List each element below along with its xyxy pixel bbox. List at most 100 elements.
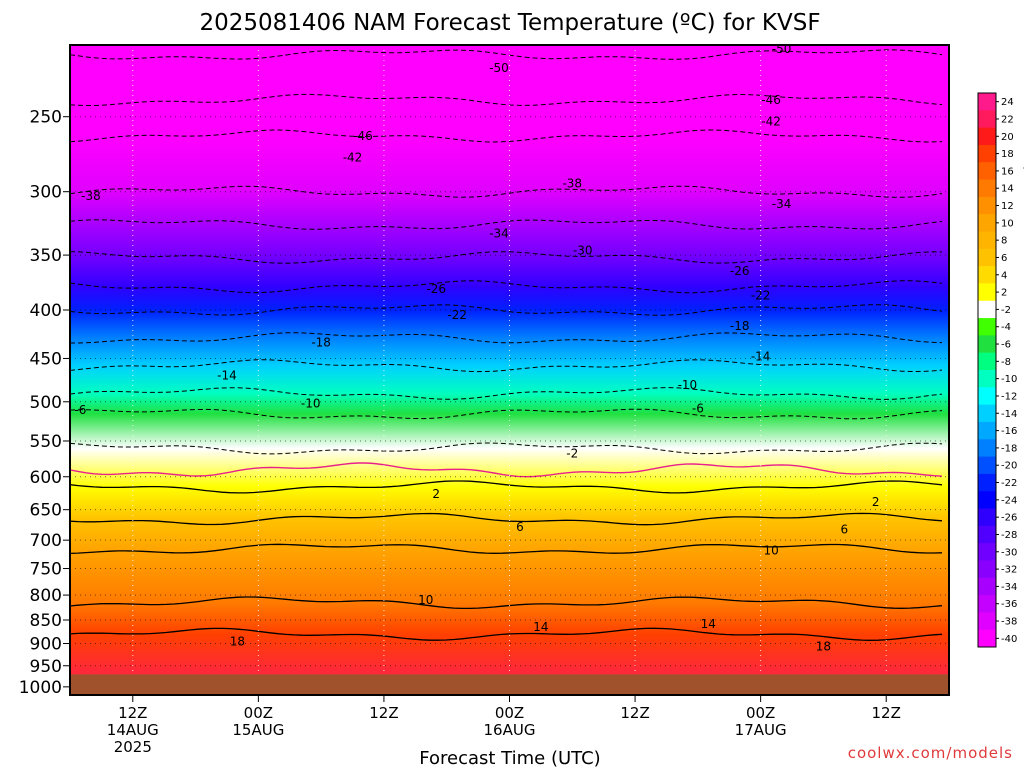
contour-label-40: 6 xyxy=(841,522,849,536)
contour-label-11: -34 xyxy=(489,226,509,240)
colorbar-label-29: -36 xyxy=(1001,599,1017,610)
y-tick-label-1000: 1000 xyxy=(19,678,62,698)
colorbar-swatch-16 xyxy=(978,370,996,388)
isotherm--46 xyxy=(70,93,943,106)
colorbar-label-19: -16 xyxy=(1001,426,1017,437)
x-tick-label-6-0: 12Z xyxy=(872,704,901,722)
colorbar-swatch-13 xyxy=(978,318,996,336)
contour-label-23: -18 xyxy=(730,319,750,333)
colorbar-label-28: -34 xyxy=(1001,582,1017,593)
colorbar-swatch-28 xyxy=(978,577,996,596)
colorbar-label-30: -38 xyxy=(1001,617,1017,628)
x-tick-label-2-0: 12Z xyxy=(369,704,398,722)
y-tick-label-350: 350 xyxy=(30,246,62,266)
colorbar-label-22: -22 xyxy=(1001,478,1017,489)
isotherm--50 xyxy=(70,49,943,60)
x-tick-label-3-0: 00Z xyxy=(495,704,524,722)
contour-label-26: -14 xyxy=(751,350,771,364)
colorbar-frame xyxy=(977,92,997,648)
x-tick-label-1-1: 15AUG xyxy=(232,721,284,739)
isotherm--34 xyxy=(70,219,943,230)
y-tick-label-250: 250 xyxy=(30,108,62,128)
colorbar-swatch-25 xyxy=(978,525,996,544)
contour-label-32: -6 xyxy=(692,401,704,415)
colorbar-swatch-9 xyxy=(978,248,996,267)
colorbar-label-9: 6 xyxy=(1001,253,1007,264)
isotherm--18 xyxy=(70,332,943,344)
contour-label-12: -34 xyxy=(772,197,792,211)
contour-label-9: -38 xyxy=(562,176,582,190)
colorbar-label-18: -14 xyxy=(1001,409,1017,420)
contour-label-36: 2 xyxy=(432,487,440,501)
contour-label-3: -46 xyxy=(353,129,373,143)
y-tick-label-500: 500 xyxy=(30,393,62,413)
contour-label-49: 18 xyxy=(816,640,831,654)
grid-lines xyxy=(70,45,949,695)
y-tick-label-950: 950 xyxy=(30,657,62,677)
colorbar-swatch-19 xyxy=(978,421,996,440)
isotherm--22 xyxy=(70,304,943,316)
colorbar-label-16: -10 xyxy=(1001,374,1017,385)
isotherm--10 xyxy=(70,387,943,400)
contour-label-29: -10 xyxy=(678,378,698,392)
colorbar-label-21: -20 xyxy=(1001,461,1017,472)
colorbar-label-3: 18 xyxy=(1001,149,1014,160)
isotherm-6 xyxy=(70,512,943,526)
colorbar-swatch-29 xyxy=(978,595,996,613)
contour-label-28: -10 xyxy=(301,396,321,410)
colorbar-swatch-8 xyxy=(978,231,996,250)
y-tick-label-850: 850 xyxy=(30,611,62,631)
colorbar-swatch-2 xyxy=(978,127,996,146)
colorbar-label-27: -32 xyxy=(1001,565,1017,576)
contour-label-39: 6 xyxy=(516,520,524,534)
colorbar-label-15: -8 xyxy=(1001,357,1011,368)
colorbar-label-12: -2 xyxy=(1001,305,1011,316)
colorbar-swatch-18 xyxy=(978,404,996,423)
contour-label-0: -50 xyxy=(489,61,509,75)
contour-label-4: -46 xyxy=(761,93,781,107)
isotherm-lines xyxy=(70,49,943,641)
colorbar-label-14: -6 xyxy=(1001,340,1011,351)
colorbar-label-13: -4 xyxy=(1001,322,1011,333)
contour-label-46: 14 xyxy=(701,617,716,631)
credit-text: coolwx.com/models xyxy=(848,744,1013,762)
x-tick-label-5-1: 17AUG xyxy=(735,721,787,739)
colorbar-label-4: 16 xyxy=(1001,166,1014,177)
contour-label-16: -26 xyxy=(426,282,446,296)
y-axis-ticks: 250 300 350 400 450 500 550 600 650 700 750 800 850 9… xyxy=(19,108,70,698)
colorbar-swatch-30 xyxy=(978,612,996,631)
x-tick-label-3-1: 16AUG xyxy=(484,721,536,739)
contour-label-42: 10 xyxy=(418,593,433,607)
contour-label-17: -26 xyxy=(730,264,750,278)
colorbar-swatch-26 xyxy=(978,543,996,561)
colorbar-label-10: 4 xyxy=(1001,270,1007,281)
colorbar-swatch-1 xyxy=(978,110,996,129)
colorbar-swatch-3 xyxy=(978,144,996,163)
colorbar-swatch-21 xyxy=(978,456,996,475)
colorbar-label-25: -28 xyxy=(1001,530,1017,541)
colorbar-label-1: 22 xyxy=(1001,114,1014,125)
y-tick-label-800: 800 xyxy=(30,586,62,606)
x-tick-label-1-0: 00Z xyxy=(244,704,273,722)
contour-label-6: -42 xyxy=(761,115,781,129)
colorbar-swatch-27 xyxy=(978,560,996,579)
isotherm--14 xyxy=(70,359,943,373)
y-tick-label-700: 700 xyxy=(30,531,62,551)
contour-label-25: -14 xyxy=(217,368,237,382)
colorbar-swatch-5 xyxy=(978,179,996,198)
contour-label-8: -38 xyxy=(81,189,101,203)
isotherm--30 xyxy=(70,251,943,264)
plot-area: -50-50-50-46-46-42-42-42-38-38-38-34-34-… xyxy=(69,42,1024,696)
colorbar-swatch-11 xyxy=(978,283,996,302)
y-tick-label-300: 300 xyxy=(30,183,62,203)
colorbar-label-17: -12 xyxy=(1001,391,1017,402)
colorbar-swatch-24 xyxy=(978,508,996,527)
y-tick-label-400: 400 xyxy=(30,301,62,321)
colorbar-swatch-10 xyxy=(978,266,996,284)
colorbar-swatch-6 xyxy=(978,196,996,215)
contour-label-43: 10 xyxy=(763,544,778,558)
colorbar-swatch-31 xyxy=(978,629,996,648)
x-tick-label-5-0: 00Z xyxy=(746,704,775,722)
